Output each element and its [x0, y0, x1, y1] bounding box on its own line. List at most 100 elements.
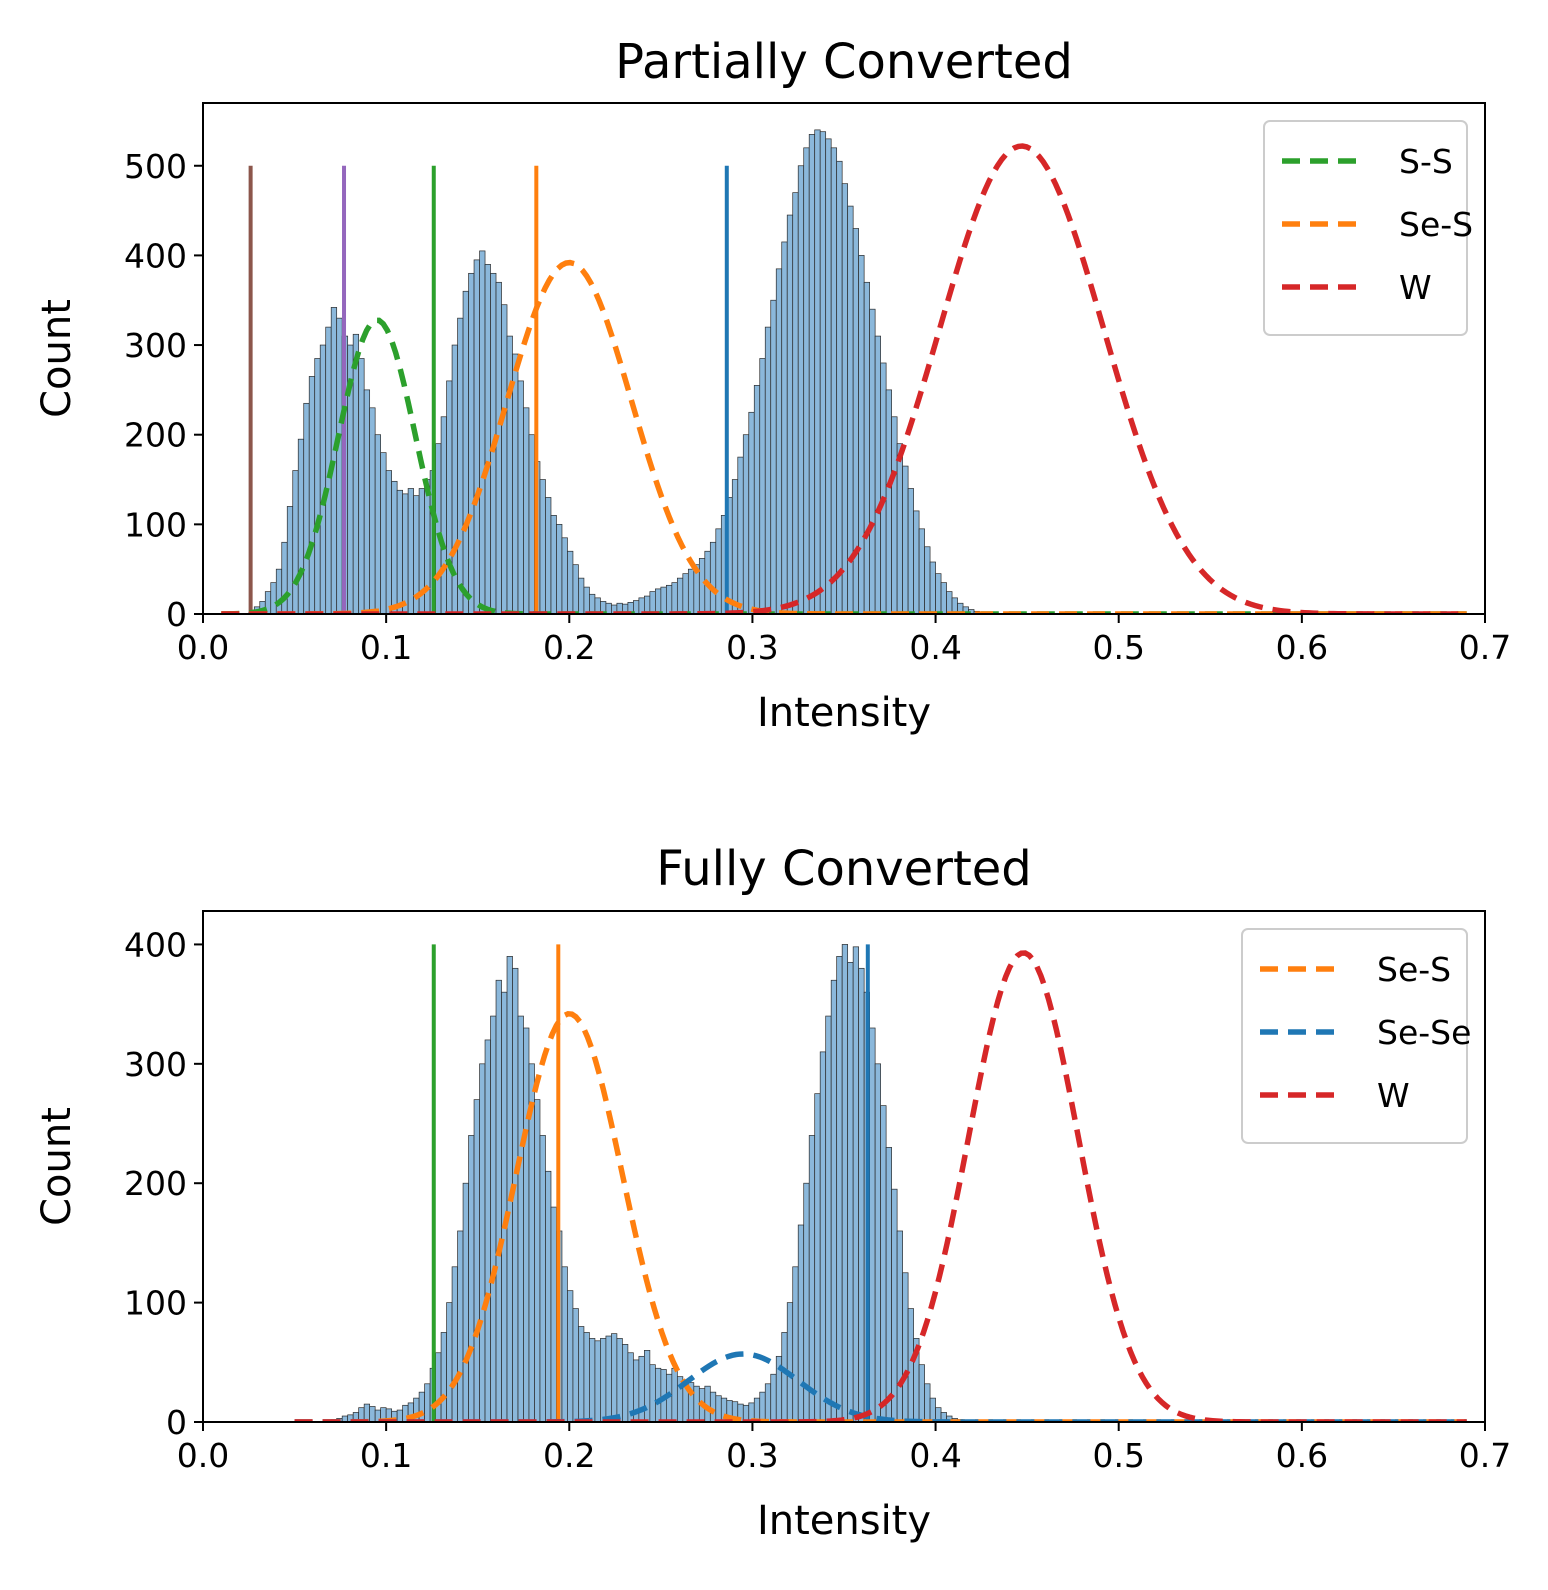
histogram-bar	[506, 335, 513, 614]
histogram-bar	[567, 550, 574, 614]
histogram-bar	[369, 1406, 376, 1422]
histogram-bar	[550, 515, 557, 614]
x-axis-label: Intensity	[757, 1498, 931, 1544]
histogram-bar	[462, 1182, 469, 1422]
x-tick-label: 0.3	[726, 628, 778, 667]
histogram-bar	[924, 546, 931, 614]
histogram-bar	[792, 192, 799, 614]
histogram-bar	[649, 591, 656, 614]
histogram-bar	[622, 1344, 629, 1422]
histogram-bar	[473, 259, 480, 614]
histogram-bar	[446, 380, 453, 614]
histogram-bar	[457, 317, 464, 614]
histogram-bar	[935, 573, 942, 614]
histogram-bar	[561, 537, 568, 614]
x-tick-label: 0.2	[543, 1436, 595, 1475]
histogram-bar	[852, 946, 859, 1422]
histogram-bar	[567, 1290, 574, 1422]
histogram-bar	[418, 1391, 425, 1422]
fully-converted-panel: 0.0 0.1 0.2 0.3 0.4 0.5 0.6 0.7 0 100 200 300 400 Int…	[34, 841, 1511, 1544]
plot-area	[294, 944, 1467, 1422]
histogram-bar	[270, 582, 277, 614]
histogram-bar	[402, 493, 409, 614]
x-tick-label: 0.6	[1276, 1436, 1328, 1475]
fit-curve-se-se	[294, 1351, 1467, 1422]
histogram-bar	[731, 479, 739, 614]
histogram-bar	[715, 528, 722, 614]
legend-label-se-se: Se-Se	[1377, 1013, 1471, 1052]
histogram-bar	[468, 272, 475, 614]
histogram-bar	[374, 434, 381, 614]
histogram-bar	[501, 304, 508, 614]
histogram-bar	[495, 979, 502, 1422]
histogram-bar	[578, 577, 585, 614]
histogram-bar	[649, 1364, 656, 1422]
histogram-bar	[902, 465, 909, 614]
histogram-bar	[539, 1135, 546, 1422]
histogram-bar	[819, 1051, 827, 1422]
histogram-bar	[561, 1266, 568, 1422]
histogram-bar	[358, 358, 365, 614]
histogram-bar	[792, 1266, 799, 1422]
histogram-bar	[841, 183, 849, 614]
x-tick-label: 0.6	[1276, 628, 1328, 667]
histogram-bar	[424, 479, 431, 614]
histogram-bars	[330, 944, 964, 1422]
histogram-bar	[891, 1188, 898, 1422]
legend-label-s-s: S-S	[1399, 142, 1453, 181]
y-tick-label: 100	[124, 1284, 187, 1323]
histogram-bar	[424, 1383, 431, 1422]
histogram-bar	[885, 389, 892, 614]
histogram-bars	[248, 129, 991, 614]
histogram-bar	[583, 1332, 590, 1422]
histogram-bar	[589, 1338, 596, 1422]
x-tick-label: 0.4	[909, 628, 961, 667]
histogram-bar	[308, 376, 316, 614]
histogram-bar	[292, 470, 299, 614]
fit-curve-s-s	[221, 317, 1467, 614]
histogram-bar	[369, 407, 376, 614]
x-tick-label: 0.3	[726, 1436, 778, 1475]
x-tick-label: 0.1	[360, 628, 412, 667]
histogram-bar	[671, 582, 678, 614]
chart-title: Fully Converted	[656, 841, 1032, 897]
legend-box	[1241, 928, 1468, 1144]
histogram-bar	[303, 402, 310, 614]
histogram-bar	[314, 358, 321, 614]
histogram-bar	[495, 281, 502, 614]
x-tick-label: 0.5	[1092, 1436, 1144, 1475]
histogram-bar	[462, 290, 469, 614]
histogram-bar	[468, 1135, 475, 1422]
histogram-bar	[918, 1364, 925, 1422]
histogram-bar	[896, 443, 903, 614]
x-tick-label: 0.5	[1092, 628, 1144, 667]
histogram-bar	[869, 308, 876, 614]
y-tick-label: 500	[124, 147, 187, 186]
histogram-bar	[918, 528, 925, 614]
histogram-bar	[770, 299, 777, 614]
histogram-bar	[385, 470, 392, 614]
y-tick-label: 100	[124, 505, 187, 544]
histogram-bar	[589, 593, 596, 614]
histogram-bar	[644, 1350, 651, 1422]
histogram-bar	[880, 362, 887, 614]
histogram-bar	[874, 335, 881, 614]
histogram-bar	[907, 1308, 914, 1422]
histogram-bar	[336, 317, 343, 614]
histogram-bar	[885, 1147, 892, 1422]
histogram-bar	[572, 564, 579, 614]
histogram-bar	[830, 979, 838, 1422]
histogram-bar	[473, 1099, 480, 1422]
histogram-bar	[830, 147, 838, 614]
histogram-bar	[737, 456, 744, 614]
histogram-bar	[759, 358, 766, 614]
x-axis-label: Intensity	[757, 690, 931, 736]
y-tick-label: 0	[166, 1403, 187, 1442]
histogram-bar	[655, 1367, 662, 1422]
histogram-bar	[457, 1230, 464, 1422]
x-tick-label: 0.2	[543, 628, 595, 667]
histogram-bar	[759, 1391, 766, 1422]
histogram-bar	[797, 165, 805, 614]
histogram-bar	[435, 1352, 442, 1422]
y-axis-label: Count	[34, 1107, 80, 1226]
